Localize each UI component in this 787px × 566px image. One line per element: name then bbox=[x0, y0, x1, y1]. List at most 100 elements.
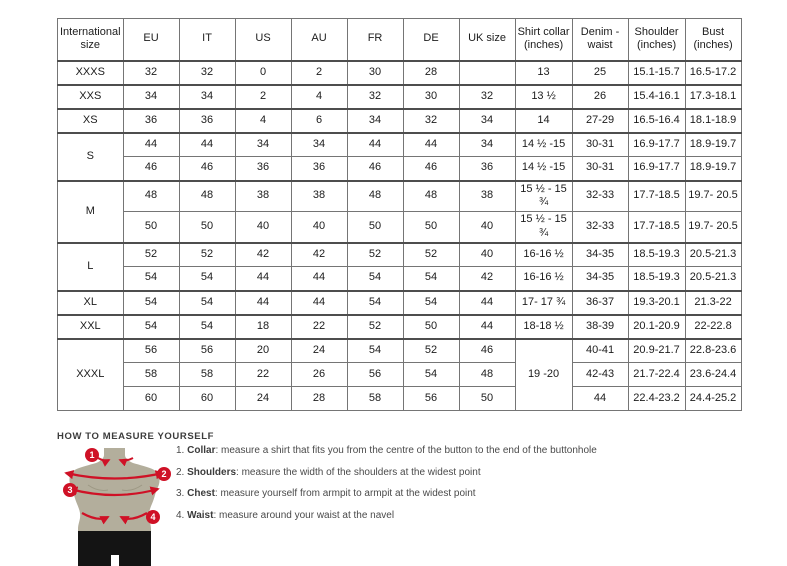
cell: 50 bbox=[346, 211, 404, 243]
table-row: 54 54 44 44 54 54 42 16-16 ½ 34-35 18.5-… bbox=[58, 266, 742, 291]
cell: 40 bbox=[290, 211, 348, 243]
cell: 44 bbox=[178, 131, 236, 157]
instruction-label: Shoulders bbox=[187, 466, 237, 478]
cell: 4 bbox=[290, 83, 348, 109]
table-row: 58 58 22 26 56 54 48 42-43 21.7-22.4 23.… bbox=[58, 362, 742, 387]
cell: 17.3-18.1 bbox=[684, 83, 742, 109]
cell: 20.1-20.9 bbox=[627, 313, 686, 339]
cell: 52 bbox=[402, 241, 460, 267]
cell: 38 bbox=[458, 179, 516, 212]
cell: 34 bbox=[458, 131, 516, 157]
cell: 54 bbox=[346, 337, 404, 363]
col-header-shoulder: Shoulder (inches) bbox=[627, 18, 686, 61]
cell: 30 bbox=[346, 59, 404, 85]
cell: 16.5-16.4 bbox=[627, 107, 686, 133]
cell: 40 bbox=[458, 241, 516, 267]
svg-text:3: 3 bbox=[67, 485, 72, 495]
cell: 48 bbox=[178, 179, 236, 212]
col-header-denim-waist: Denim - waist bbox=[571, 18, 629, 61]
cell: 50 bbox=[178, 211, 236, 243]
instruction-collar: 1. Collar: measure a shirt that fits you… bbox=[176, 444, 736, 466]
cell: 20.5-21.3 bbox=[684, 241, 742, 267]
cell: 32-33 bbox=[571, 211, 629, 243]
cell: 48 bbox=[346, 179, 404, 212]
cell: 48 bbox=[458, 362, 516, 387]
cell: 0 bbox=[234, 59, 292, 85]
instruction-number: 4. bbox=[176, 509, 185, 521]
table-row: XS 36 36 4 6 34 32 34 14 27-29 16.5-16.4… bbox=[57, 107, 742, 133]
instruction-text: : measure around your waist at the navel bbox=[213, 509, 395, 521]
cell: 34 bbox=[290, 131, 348, 157]
badge-2: 2 bbox=[157, 467, 171, 481]
cell: 32 bbox=[346, 83, 404, 109]
cell: 36 bbox=[122, 107, 180, 133]
col-header-us: US bbox=[234, 18, 292, 61]
cell: 44 bbox=[402, 131, 460, 157]
cell: 60 bbox=[122, 386, 180, 411]
cell: 18-18 ½ bbox=[514, 313, 573, 339]
header-row: International size EU IT US AU FR DE UK … bbox=[57, 18, 742, 61]
cell: 30-31 bbox=[571, 131, 629, 157]
measure-instructions: 1. Collar: measure a shirt that fits you… bbox=[176, 444, 736, 530]
instruction-number: 1. bbox=[176, 445, 185, 456]
table-row: XXXL 56 56 20 24 54 52 46 19 -20 40-41 2… bbox=[57, 337, 742, 411]
cell: 21.7-22.4 bbox=[627, 362, 686, 387]
how-to-measure-title: HOW TO MEASURE YOURSELF bbox=[57, 431, 215, 442]
badge-3: 3 bbox=[63, 483, 77, 497]
cell: 28 bbox=[402, 59, 460, 85]
cell bbox=[458, 59, 516, 85]
instruction-chest: 3. Chest: measure yourself from armpit t… bbox=[176, 487, 736, 509]
cell: 42 bbox=[290, 241, 348, 267]
cell: 44 bbox=[290, 289, 348, 315]
table-row: XXS 34 34 2 4 32 30 32 13 ½ 26 15.4-16.1… bbox=[57, 83, 742, 109]
instruction-text: : measure a shirt that fits you from the… bbox=[215, 445, 597, 456]
cell: 54 bbox=[178, 313, 236, 339]
cell: 56 bbox=[402, 386, 460, 411]
cell: 18.5-19.3 bbox=[627, 266, 686, 291]
cell: 50 bbox=[402, 313, 460, 339]
cell: 26 bbox=[290, 362, 348, 387]
size-cell: XXXL bbox=[57, 337, 124, 411]
shoulders-arrow-icon bbox=[64, 470, 165, 480]
cell: 22 bbox=[234, 362, 292, 387]
cell: 32 bbox=[458, 83, 516, 109]
cell: 32 bbox=[122, 59, 180, 85]
cell: 44 bbox=[571, 386, 629, 411]
cell: 19.3-20.1 bbox=[627, 289, 686, 315]
cell: 24 bbox=[234, 386, 292, 411]
col-header-international-size: International size bbox=[57, 18, 124, 61]
size-cell: L bbox=[57, 241, 124, 291]
cell: 54 bbox=[122, 313, 180, 339]
size-cell: XXL bbox=[57, 313, 124, 339]
instruction-label: Collar bbox=[187, 445, 216, 456]
cell: 58 bbox=[178, 362, 236, 387]
cell: 50 bbox=[458, 386, 516, 411]
cell: 28 bbox=[290, 386, 348, 411]
cell: 58 bbox=[122, 362, 180, 387]
cell: 20 bbox=[234, 337, 292, 363]
cell: 42 bbox=[458, 266, 516, 291]
waist-arrows-icon bbox=[81, 512, 110, 525]
cell: 46 bbox=[178, 156, 236, 181]
instruction-number: 3. bbox=[176, 488, 185, 499]
shorts-shape bbox=[78, 531, 151, 566]
cell: 38-39 bbox=[571, 313, 629, 339]
cell: 44 bbox=[234, 289, 292, 315]
size-chart-table: International size EU IT US AU FR DE UK … bbox=[57, 18, 742, 411]
mannequin-svg: 1 2 3 4 bbox=[63, 448, 171, 566]
cell: 50 bbox=[402, 211, 460, 243]
cell: 18.9-19.7 bbox=[684, 156, 742, 181]
badge-4: 4 bbox=[146, 510, 160, 524]
table-row: XL 54 54 44 44 54 54 44 17- 17 ¾ 36-37 1… bbox=[57, 289, 742, 315]
waist-arrows-icon bbox=[119, 512, 148, 525]
size-cell: XL bbox=[57, 289, 124, 315]
cell: 13 ½ bbox=[514, 83, 573, 109]
cell: 46 bbox=[122, 156, 180, 181]
cell: 14 ½ -15 bbox=[514, 131, 573, 157]
instruction-label: Chest bbox=[187, 488, 215, 499]
cell: 30 bbox=[402, 83, 460, 109]
cell: 19 -20 bbox=[514, 337, 573, 411]
cell: 52 bbox=[402, 337, 460, 363]
cell: 44 bbox=[346, 131, 404, 157]
table-row: S 44 44 34 34 44 44 34 14 ½ -15 30-31 16… bbox=[57, 131, 742, 181]
